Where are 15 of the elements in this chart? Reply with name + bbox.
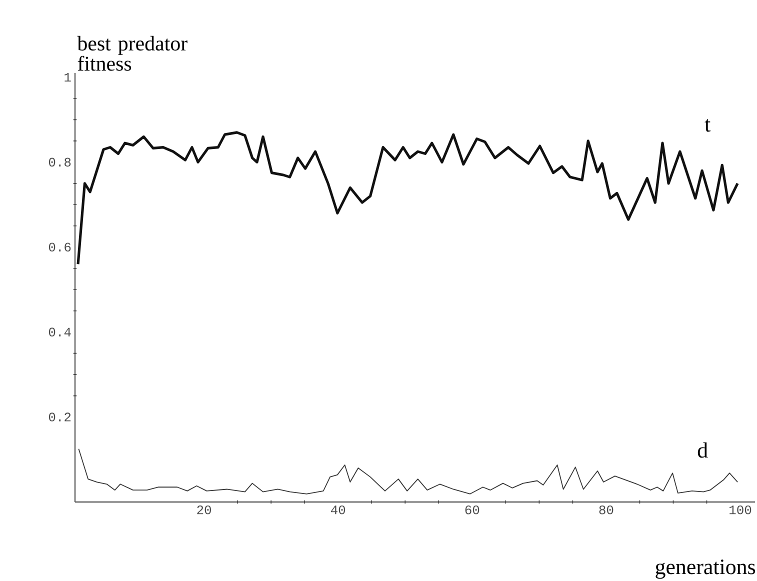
y-tick-label: 0.8 xyxy=(48,158,71,167)
x-tick-label: 100 xyxy=(730,505,752,514)
x-axis-title: generations xyxy=(656,560,756,579)
x-tick-label: 20 xyxy=(197,505,212,514)
series-label: d xyxy=(698,442,708,458)
y-tick-label: 1 xyxy=(64,72,71,82)
x-tick-label: 80 xyxy=(599,505,614,514)
y-tick-label: 0.6 xyxy=(48,242,71,252)
y-tick-label: 0.4 xyxy=(48,328,71,336)
x-tick-label: 60 xyxy=(465,505,480,514)
y-axis-title: best predator fitness xyxy=(77,36,188,71)
series-label: t xyxy=(704,119,711,132)
line-series xyxy=(76,131,739,266)
y-tick-label: 0.2 xyxy=(48,412,71,422)
x-tick-label: 40 xyxy=(330,505,346,514)
